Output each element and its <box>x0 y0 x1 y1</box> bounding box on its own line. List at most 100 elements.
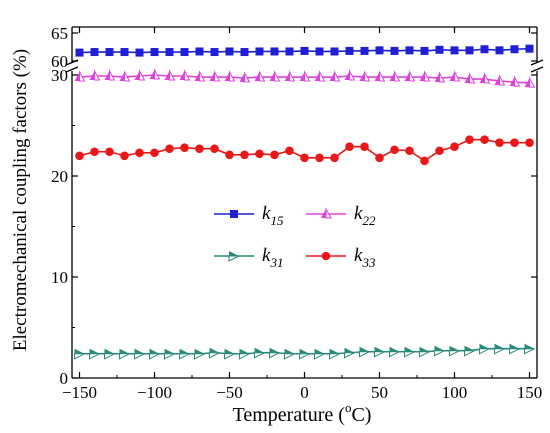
data-point-k22-half <box>79 70 86 82</box>
data-point-k15 <box>150 48 159 57</box>
data-point-k31 <box>284 348 295 360</box>
data-point-k31-half <box>329 348 340 354</box>
data-point-k22-half <box>484 72 491 84</box>
data-point-k22 <box>404 70 416 82</box>
legend-marker <box>228 251 240 262</box>
data-point-k22-half <box>269 72 275 82</box>
data-point-k33 <box>450 142 459 152</box>
data-point-k22-half <box>149 70 155 79</box>
legend-marker <box>230 210 238 218</box>
series-k33 <box>75 135 534 166</box>
data-point-k31-half <box>374 346 385 352</box>
data-point-k22-half <box>454 70 461 82</box>
data-point-k22-half <box>379 70 386 82</box>
data-point-k22-half <box>184 69 191 81</box>
legend-label: k22 <box>354 203 376 228</box>
legend-marker-half <box>321 209 326 218</box>
data-point-k31-half <box>179 353 190 360</box>
x-tick-label: 0 <box>300 383 309 402</box>
data-point-k22-half <box>389 72 395 82</box>
data-point-k31-half <box>254 347 265 353</box>
data-point-k31 <box>254 347 265 359</box>
data-point-k22 <box>119 70 131 82</box>
data-point-k22 <box>164 69 176 81</box>
y-tick-label: 30 <box>51 66 68 85</box>
data-point-k15 <box>375 46 384 55</box>
data-point-k31-half <box>314 348 325 354</box>
data-point-k22-half <box>89 71 95 81</box>
data-point-k15 <box>450 46 459 55</box>
data-point-k31 <box>404 346 415 358</box>
data-point-k22-half <box>434 73 440 83</box>
data-point-k33 <box>240 150 249 160</box>
data-point-k22 <box>449 70 461 82</box>
data-point-k31 <box>494 343 505 355</box>
data-point-k22-half <box>104 71 110 81</box>
y-axis-title: Electromechanical coupling factors (%) <box>10 49 31 351</box>
data-point-k22-half <box>214 70 221 82</box>
data-point-k31-half <box>284 348 295 354</box>
series-k31 <box>74 343 535 360</box>
data-point-k31-half <box>164 348 175 354</box>
data-point-k15 <box>90 48 99 57</box>
data-point-k22-half <box>209 72 215 82</box>
data-point-k33 <box>105 147 114 157</box>
data-point-k33 <box>210 144 219 154</box>
data-point-k22-half <box>274 70 281 82</box>
x-tick-label: 150 <box>517 383 543 402</box>
data-point-k15 <box>315 47 324 56</box>
data-point-k31 <box>299 348 310 360</box>
data-point-k22 <box>194 70 206 82</box>
data-point-k22 <box>344 69 356 81</box>
data-point-k31-half <box>374 351 385 358</box>
x-axis-title-base: Temperature ( <box>233 404 346 426</box>
legend-marker <box>321 251 331 261</box>
data-point-k22-half <box>239 73 245 83</box>
data-point-k33 <box>480 135 489 144</box>
data-point-k22-half <box>494 76 500 86</box>
data-point-k31-half <box>134 348 145 354</box>
data-point-k22-half <box>254 72 260 82</box>
data-point-k31-half <box>509 348 520 355</box>
data-point-k33 <box>90 147 99 157</box>
data-point-k22 <box>524 76 536 88</box>
data-point-k31-half <box>389 346 400 352</box>
data-point-k15 <box>420 46 429 55</box>
data-point-k31-half <box>224 348 235 354</box>
data-point-k33 <box>435 146 444 156</box>
data-point-k22-half <box>289 70 296 82</box>
data-point-k33 <box>300 153 309 163</box>
data-point-k22-half <box>199 70 206 82</box>
data-point-k31-half <box>134 353 145 360</box>
data-point-k15 <box>390 46 399 55</box>
x-axis-title-tail: C) <box>351 404 371 426</box>
data-point-k15 <box>225 47 234 56</box>
legend-label: k31 <box>262 245 283 270</box>
data-point-k22-half <box>344 71 350 81</box>
data-point-k22 <box>479 72 491 84</box>
data-point-k22-half <box>109 69 116 81</box>
data-point-k22-half <box>374 72 380 82</box>
data-point-k22-half <box>314 72 320 82</box>
data-point-k33 <box>510 138 519 147</box>
data-point-k31-half <box>329 353 340 360</box>
data-point-k15 <box>465 46 474 55</box>
data-point-k33 <box>495 138 504 147</box>
data-point-k31-half <box>509 343 520 349</box>
data-point-k31 <box>74 348 85 360</box>
data-point-k22-half <box>259 70 266 82</box>
data-point-k15 <box>525 44 534 53</box>
data-point-k31-half <box>344 352 355 359</box>
data-point-k22 <box>149 68 161 80</box>
data-point-k22 <box>224 70 236 82</box>
data-point-k31 <box>149 348 160 360</box>
data-point-k22 <box>89 69 101 81</box>
data-point-k15 <box>285 47 294 56</box>
x-tick-label: −150 <box>62 383 97 402</box>
data-point-k31-half <box>104 353 115 360</box>
data-point-k31 <box>164 348 175 360</box>
data-point-k22-half <box>169 69 176 81</box>
data-point-k31 <box>359 346 370 358</box>
data-point-k31 <box>374 346 385 358</box>
